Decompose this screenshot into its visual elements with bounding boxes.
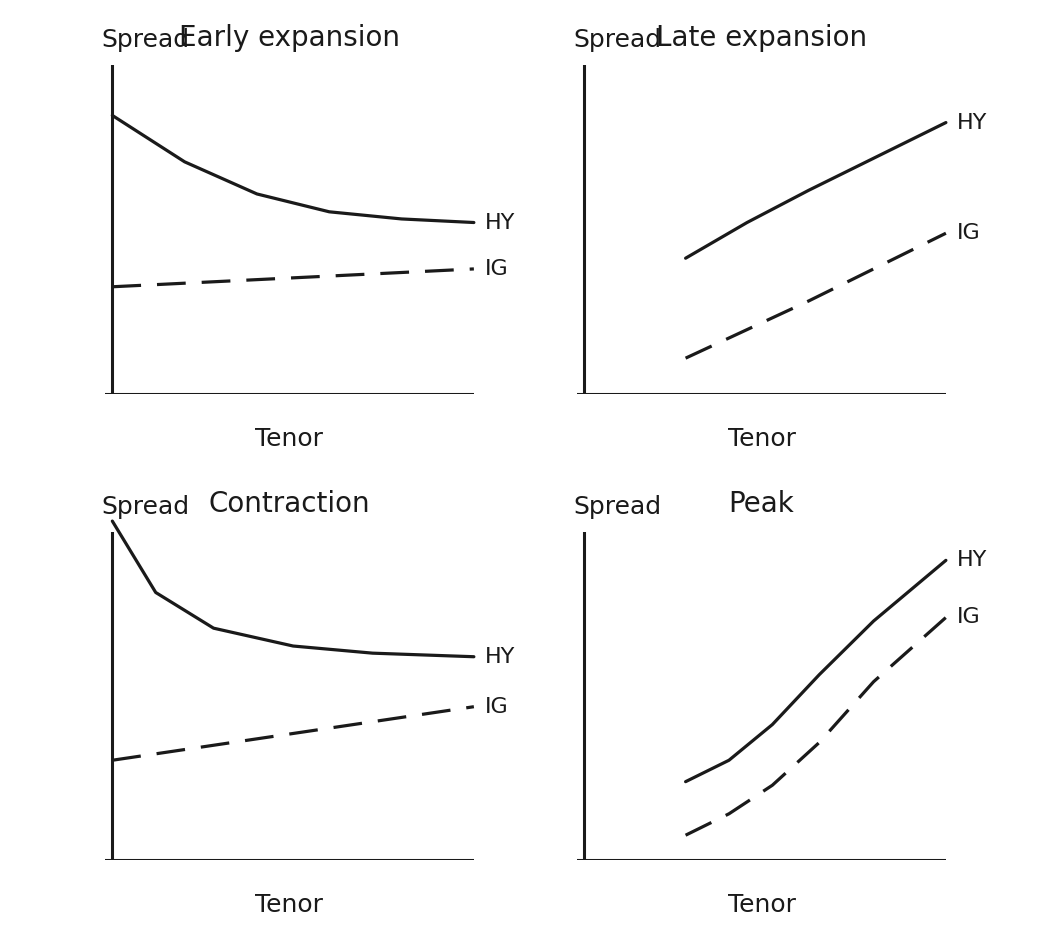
Text: Spread: Spread — [574, 28, 661, 52]
Text: Spread: Spread — [101, 28, 189, 52]
Text: IG: IG — [485, 259, 509, 279]
Text: Tenor: Tenor — [727, 893, 796, 917]
Text: HY: HY — [485, 212, 515, 233]
Title: Peak: Peak — [728, 490, 795, 518]
Text: Tenor: Tenor — [255, 893, 324, 917]
Text: HY: HY — [956, 551, 987, 570]
Title: Early expansion: Early expansion — [179, 24, 400, 52]
Text: Spread: Spread — [574, 495, 661, 519]
Text: Tenor: Tenor — [255, 426, 324, 451]
Text: Tenor: Tenor — [727, 426, 796, 451]
Title: Contraction: Contraction — [209, 490, 370, 518]
Text: HY: HY — [956, 112, 987, 133]
Title: Late expansion: Late expansion — [656, 24, 867, 52]
Text: Spread: Spread — [101, 495, 189, 519]
Text: IG: IG — [956, 223, 981, 243]
Text: IG: IG — [485, 697, 509, 717]
Text: IG: IG — [956, 608, 981, 627]
Text: HY: HY — [485, 647, 515, 667]
